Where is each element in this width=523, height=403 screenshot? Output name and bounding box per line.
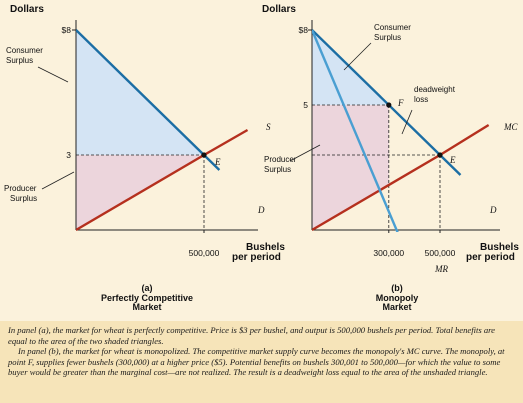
panel-title-line-0: Monopoly bbox=[376, 293, 419, 303]
curve-label-D: D bbox=[257, 205, 265, 215]
region-label-1-line-1: Surplus bbox=[264, 165, 291, 174]
y-tick-label-0: $8 bbox=[62, 25, 72, 35]
region-leader-0 bbox=[343, 42, 372, 71]
x-tick-label-1: 500,000 bbox=[425, 248, 456, 258]
point-F bbox=[386, 102, 392, 108]
region-label-0-line-0: Consumer bbox=[374, 23, 411, 32]
panel-label: (b) bbox=[391, 283, 403, 293]
caption-paragraph-2: In panel (b), the market for wheat is mo… bbox=[8, 346, 505, 378]
curve-label-MR: MR bbox=[434, 264, 448, 274]
region-label-1-line-0: Producer bbox=[264, 155, 297, 164]
caption: In panel (a), the market for wheat is pe… bbox=[0, 321, 523, 403]
panel-a: DSEConsumerSurplusProducerSurplusDollars… bbox=[4, 4, 285, 312]
x-tick-label-0: 500,000 bbox=[189, 248, 220, 258]
point-label-E: E bbox=[449, 155, 456, 165]
x-axis-title-line-0: Bushels bbox=[246, 242, 285, 253]
curve-MR bbox=[312, 29, 399, 232]
region-1 bbox=[312, 105, 389, 230]
curve-label-S: S bbox=[266, 122, 271, 132]
panel-label: (a) bbox=[142, 283, 153, 293]
region-label-2-line-0: deadweight bbox=[414, 85, 456, 94]
panel-title-line-1: Market bbox=[382, 302, 411, 312]
region-label-1-line-0: Producer bbox=[4, 184, 37, 193]
point-E bbox=[437, 152, 443, 158]
panel-title-line-1: Market bbox=[132, 302, 161, 312]
x-axis-title-line-1: per period bbox=[466, 252, 515, 263]
region-leader-1 bbox=[289, 144, 321, 162]
x-tick-label-0: 300,000 bbox=[373, 248, 404, 258]
x-axis-title-line-0: Bushels bbox=[480, 242, 519, 253]
y-tick-label-1: 5 bbox=[303, 100, 308, 110]
region-label-2-line-1: loss bbox=[414, 95, 428, 104]
y-axis-title: Dollars bbox=[262, 4, 296, 15]
curve-label-MC: MC bbox=[503, 122, 518, 132]
region-label-1-line-1: Surplus bbox=[10, 194, 37, 203]
y-tick-label-0: $8 bbox=[299, 25, 309, 35]
curve-label-D: D bbox=[489, 205, 497, 215]
y-axis-title: Dollars bbox=[10, 4, 44, 15]
region-label-0-line-0: Consumer bbox=[6, 46, 43, 55]
point-label-E: E bbox=[214, 157, 221, 167]
region-leader-2 bbox=[401, 109, 413, 135]
point-E bbox=[201, 152, 207, 158]
region-leader-0 bbox=[37, 66, 69, 83]
chart-canvas: DSEConsumerSurplusProducerSurplusDollars… bbox=[4, 4, 519, 312]
caption-paragraph-1: In panel (a), the market for wheat is pe… bbox=[8, 325, 495, 346]
region-leader-1 bbox=[41, 171, 75, 190]
region-label-0-line-1: Surplus bbox=[374, 33, 401, 42]
point-label-F: F bbox=[397, 98, 404, 108]
panel-b: DMCMRFEConsumerSurplusProducerSurplusdea… bbox=[262, 4, 519, 312]
panel-title-line-0: Perfectly Competitive bbox=[101, 293, 193, 303]
region-label-0-line-1: Surplus bbox=[6, 56, 33, 65]
x-axis-title-line-1: per period bbox=[232, 252, 281, 263]
y-tick-label-1: 3 bbox=[66, 150, 71, 160]
